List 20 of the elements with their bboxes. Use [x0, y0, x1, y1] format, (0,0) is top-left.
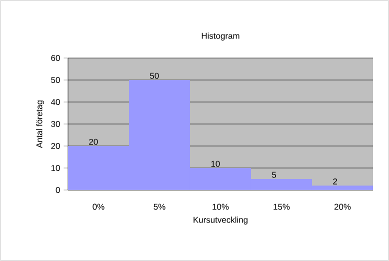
x-tick-label: 10%: [212, 204, 229, 210]
y-tick-label: 50: [51, 77, 60, 83]
y-tick-label: 20: [51, 143, 60, 149]
data-label: 20: [89, 138, 98, 145]
y-tick-label: 60: [51, 55, 60, 61]
y-tick-label: 10: [51, 165, 60, 171]
y-axis-title: Antal företag: [36, 100, 44, 148]
x-tick-label: 15%: [274, 204, 290, 210]
data-label: 2: [333, 178, 337, 184]
x-tick-label: 5%: [154, 204, 166, 210]
y-tick-label: 30: [51, 121, 60, 127]
x-tick-label: 20%: [334, 204, 351, 210]
x-tick-label: 0%: [92, 204, 104, 210]
data-label: 5: [272, 172, 276, 178]
x-axis-title: Kursutveckling: [194, 216, 248, 224]
data-label: 10: [211, 160, 220, 167]
data-label: 50: [150, 72, 159, 79]
y-tick-label: 40: [50, 99, 60, 105]
y-tick-label: 0: [56, 187, 60, 193]
chart-title: Histogram: [202, 32, 240, 41]
